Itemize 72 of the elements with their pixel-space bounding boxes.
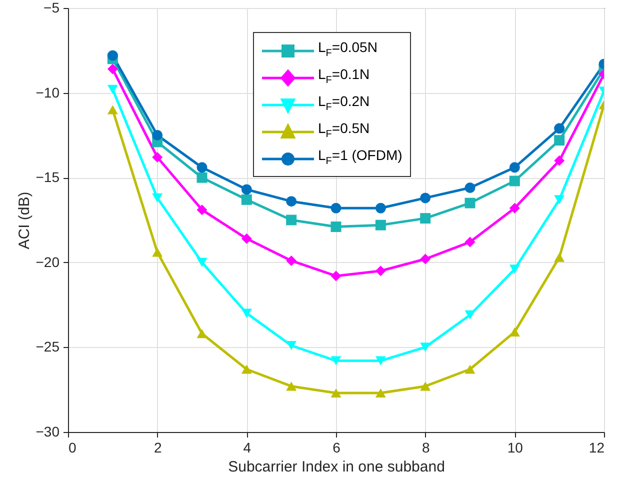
point bbox=[241, 308, 252, 318]
point bbox=[464, 310, 476, 320]
point bbox=[286, 340, 297, 350]
x-axis-title: Subcarrier Index in one subband bbox=[228, 458, 445, 476]
point bbox=[196, 204, 208, 216]
x-tick-label: 4 bbox=[243, 440, 252, 456]
legend-label: L$_{F}$=1 (OFDM) bbox=[318, 147, 402, 169]
point bbox=[420, 342, 431, 352]
legend-label: L$_{F}$=0.5N bbox=[318, 120, 370, 142]
x-tick-label: 12 bbox=[588, 440, 605, 456]
point bbox=[464, 364, 476, 374]
point bbox=[286, 214, 297, 226]
point bbox=[375, 220, 386, 230]
point bbox=[420, 382, 431, 391]
y-tick-label: −15 bbox=[36, 169, 60, 186]
point bbox=[375, 356, 386, 366]
y-axis-title: ACI (dB) bbox=[16, 192, 33, 250]
point bbox=[420, 213, 431, 224]
point bbox=[509, 202, 520, 214]
point bbox=[286, 196, 297, 207]
point bbox=[375, 388, 386, 398]
point bbox=[196, 172, 208, 183]
point bbox=[152, 248, 163, 257]
y-tick-label: −5 bbox=[44, 0, 60, 16]
point bbox=[107, 84, 118, 94]
point bbox=[241, 184, 252, 195]
point bbox=[107, 64, 118, 74]
point bbox=[330, 388, 342, 398]
x-tick-label: 6 bbox=[332, 440, 341, 456]
point bbox=[464, 198, 476, 208]
point bbox=[464, 236, 476, 248]
point bbox=[107, 50, 118, 61]
point bbox=[420, 254, 431, 264]
point bbox=[330, 202, 342, 214]
legend-label: L$_{F}$=0.1N bbox=[318, 66, 370, 88]
point bbox=[241, 194, 252, 205]
point bbox=[241, 364, 252, 374]
y-tick-label: −30 bbox=[36, 424, 60, 440]
point bbox=[196, 162, 208, 173]
point bbox=[286, 255, 297, 266]
point bbox=[286, 382, 297, 391]
y-tick-label: −20 bbox=[36, 254, 60, 270]
point bbox=[330, 270, 342, 282]
legend-label: L$_{F}$=0.2N bbox=[318, 93, 370, 115]
y-tick-label: −25 bbox=[36, 338, 60, 355]
point bbox=[330, 356, 342, 366]
point bbox=[554, 252, 565, 262]
point bbox=[196, 329, 208, 338]
point bbox=[554, 123, 565, 134]
point bbox=[554, 195, 565, 204]
point bbox=[196, 258, 208, 267]
point bbox=[464, 182, 476, 194]
point bbox=[554, 155, 565, 166]
point bbox=[107, 105, 118, 114]
x-tick-label: 10 bbox=[507, 440, 524, 456]
point bbox=[375, 266, 386, 276]
y-tick-label: −10 bbox=[36, 84, 60, 100]
point bbox=[509, 162, 520, 173]
x-tick-label: 8 bbox=[422, 440, 430, 456]
point bbox=[420, 192, 431, 204]
point bbox=[152, 193, 163, 202]
point bbox=[509, 176, 520, 186]
point bbox=[241, 233, 252, 244]
point bbox=[152, 130, 163, 140]
point bbox=[509, 264, 520, 274]
point bbox=[152, 152, 163, 162]
point bbox=[330, 222, 342, 232]
point bbox=[375, 202, 386, 214]
x-tick-label: 0 bbox=[68, 440, 76, 456]
legend-label: L$_{F}$=0.05N bbox=[318, 39, 378, 61]
point bbox=[554, 135, 565, 146]
x-tick-label: 2 bbox=[154, 440, 162, 456]
